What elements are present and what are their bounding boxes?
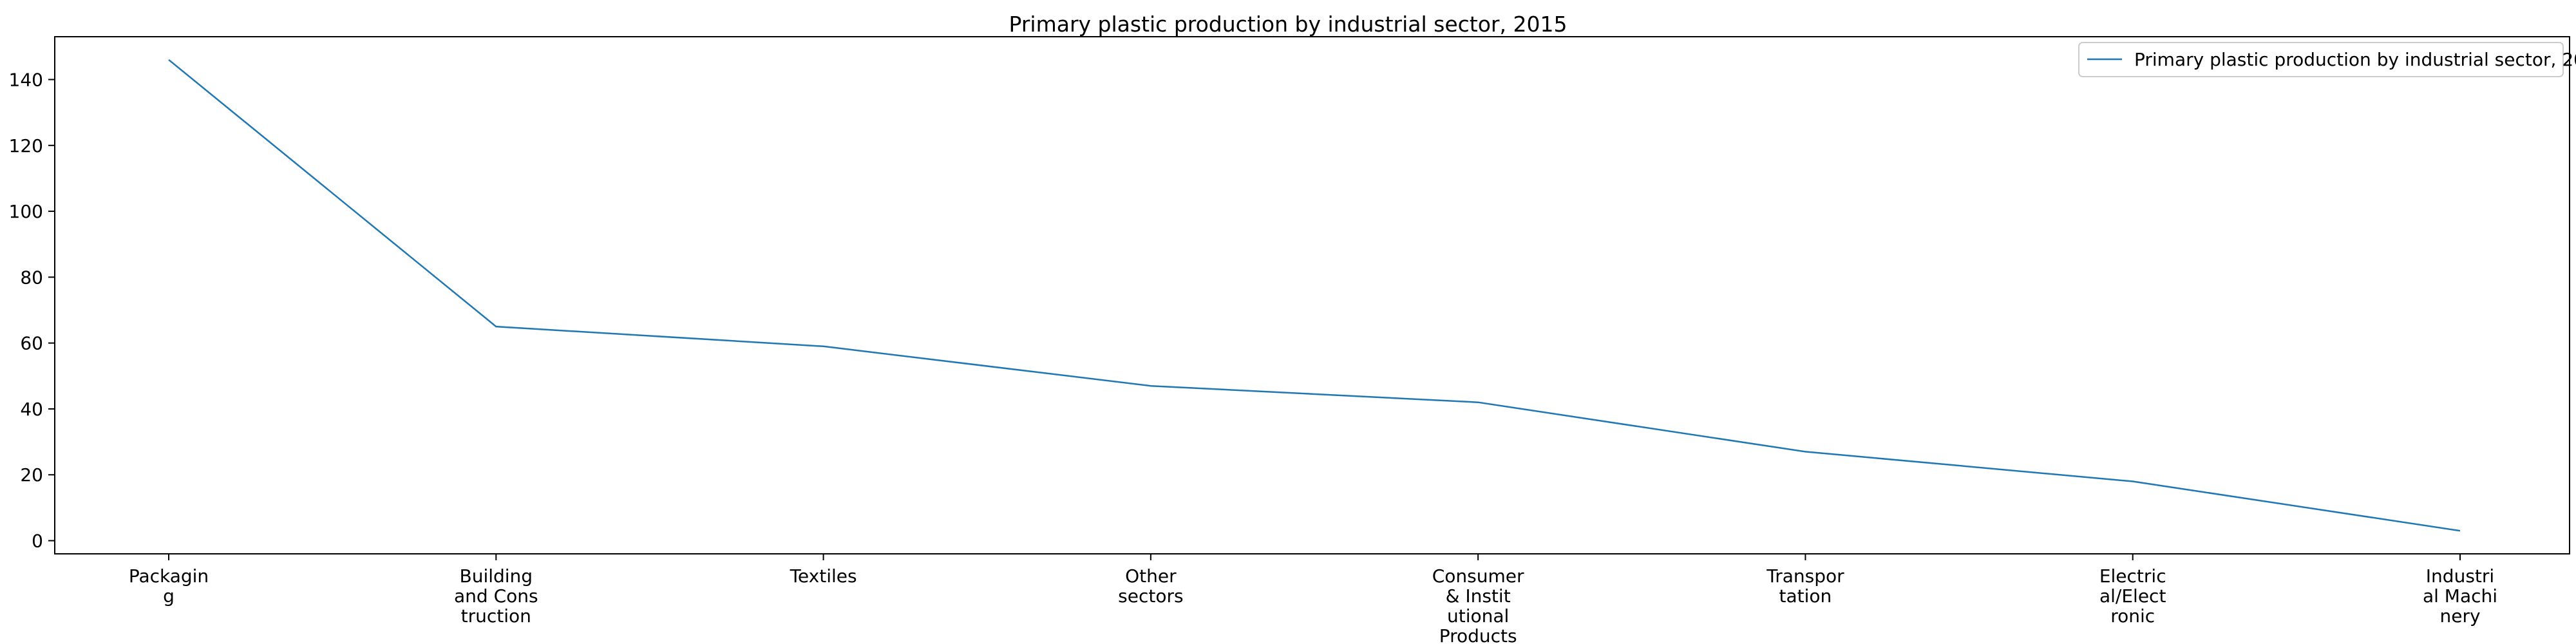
x-tick-label: Industri al Machi nery [2423,565,2497,627]
y-tick-label: 20 [20,464,43,486]
y-tick-label: 120 [9,135,43,156]
series-line [168,59,2461,532]
plot-area-frame [54,36,2570,554]
x-tick-label: Textiles [790,565,857,587]
x-tick-label: Other sectors [1118,565,1183,607]
chart-title: Primary plastic production by industrial… [1009,12,1567,37]
legend: Primary plastic production by industrial… [2078,42,2576,77]
x-tick-label: Building and Cons truction [454,565,538,627]
x-tick-label: Consumer & Instit utional Products [1432,565,1524,644]
y-axis: 0 20 40 60 80 100 120 140 [9,69,55,552]
series-layer [168,59,2461,532]
x-tick-label: Transpor tation [1766,565,1844,607]
y-tick-label: 80 [20,267,43,288]
y-tick-label: 0 [32,531,43,552]
x-tick-label: Packagin g [129,565,209,607]
y-tick-label: 100 [9,201,43,222]
y-tick-label: 60 [20,333,43,354]
y-tick-label: 40 [20,399,43,420]
legend-box [2078,42,2564,77]
x-tick-label: Electric al/Elect ronic [2099,565,2166,627]
x-axis: Packagin g Building and Cons truction Textile… [129,554,2497,644]
y-tick-label: 140 [9,69,43,90]
legend-label: Primary plastic production by industrial… [2134,49,2576,70]
